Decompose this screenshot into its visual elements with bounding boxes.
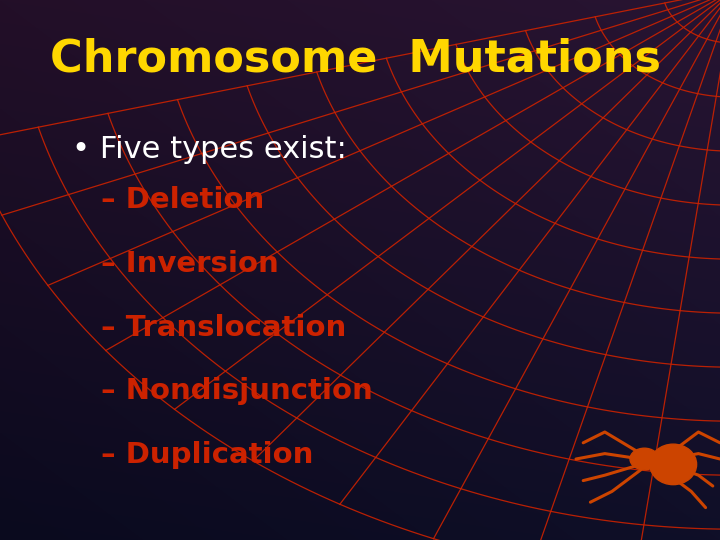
Ellipse shape [650,444,697,485]
Text: – Translocation: – Translocation [101,314,346,342]
Ellipse shape [630,448,659,470]
Text: – Inversion: – Inversion [101,250,279,278]
Text: – Duplication: – Duplication [101,441,313,469]
Text: – Nondisjunction: – Nondisjunction [101,377,372,406]
Text: • Five types exist:: • Five types exist: [72,135,347,164]
Text: – Deletion: – Deletion [101,186,264,214]
Text: Chromosome  Mutations: Chromosome Mutations [50,38,662,81]
